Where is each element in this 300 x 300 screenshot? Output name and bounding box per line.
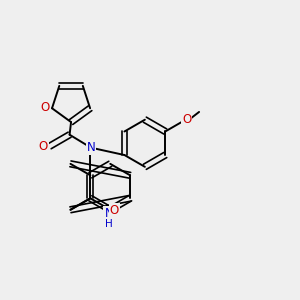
Text: H: H — [105, 219, 113, 229]
Text: O: O — [182, 113, 191, 126]
Text: N: N — [104, 207, 113, 220]
Text: O: O — [39, 140, 48, 153]
Text: O: O — [40, 101, 49, 114]
Text: N: N — [87, 141, 95, 154]
Text: O: O — [110, 204, 119, 217]
